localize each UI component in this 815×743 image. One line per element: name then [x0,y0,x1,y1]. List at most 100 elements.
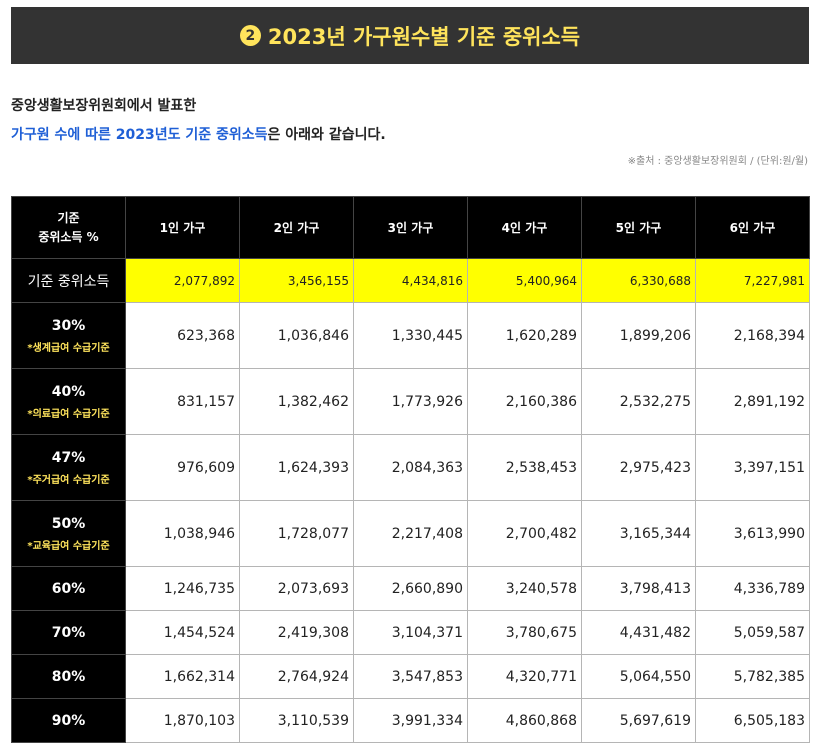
table-cell: 1,330,445 [353,302,468,369]
row-label: 47% *주거급여 수급기준 [11,434,126,501]
row-label: 70% [11,610,126,655]
table-cell: 3,104,371 [353,610,468,655]
table-cell: 2,975,423 [581,434,696,501]
row-percent: 40% [51,383,86,400]
table-row: 80% 1,662,314 2,764,924 3,547,853 4,320,… [11,654,810,699]
median-income-table: 기준 중위소득 % 1인 가구 2인 가구 3인 가구 4인 가구 5인 가구 … [11,196,810,743]
table-cell: 6,505,183 [695,698,810,743]
row-label: 기준 중위소득 [11,258,126,303]
table-cell: 5,782,385 [695,654,810,699]
table-cell: 3,240,578 [467,566,582,611]
row-percent: 80% [51,668,86,685]
table-cell: 4,434,816 [353,258,468,303]
row-percent: 70% [51,624,86,641]
row-label: 40% *의료급여 수급기준 [11,368,126,435]
table-cell: 3,780,675 [467,610,582,655]
table-cell: 3,798,413 [581,566,696,611]
row-note: *주거급여 수급기준 [27,474,110,486]
row-percent: 30% [51,317,86,334]
table-cell: 2,160,386 [467,368,582,435]
section-banner: 2 2023년 가구원수별 기준 중위소득 [11,7,809,64]
row-percent: 50% [51,515,86,532]
intro-line-2: 가구원 수에 따른 2023년도 기준 중위소득은 아래와 같습니다. [11,124,386,144]
table-row: 30% *생계급여 수급기준 623,368 1,036,846 1,330,44… [11,302,810,369]
row-label: 30% *생계급여 수급기준 [11,302,126,369]
row-note: *의료급여 수급기준 [27,408,110,420]
row-label: 60% [11,566,126,611]
corner-line-1: 기준 [57,210,80,225]
table-cell: 3,613,990 [695,500,810,567]
table-cell: 3,165,344 [581,500,696,567]
table-cell: 2,700,482 [467,500,582,567]
table-cell: 2,891,192 [695,368,810,435]
table-cell: 1,899,206 [581,302,696,369]
table-cell: 5,064,550 [581,654,696,699]
table-cell: 3,547,853 [353,654,468,699]
table-row: 50% *교육급여 수급기준 1,038,946 1,728,077 2,217,… [11,500,810,567]
table-cell: 2,660,890 [353,566,468,611]
table-cell: 6,330,688 [581,258,696,303]
table-cell: 7,227,981 [695,258,810,303]
table-cell: 1,038,946 [125,500,240,567]
table-row: 70% 1,454,524 2,419,308 3,104,371 3,780,… [11,610,810,655]
source-note: ※출처 : 중앙생활보장위원회 / (단위:원/월) [627,156,808,167]
table-cell: 4,336,789 [695,566,810,611]
table-cell: 1,382,462 [239,368,354,435]
table-cell: 4,320,771 [467,654,582,699]
row-percent: 47% [51,449,86,466]
column-header: 4인 가구 [467,196,582,259]
table-cell: 2,077,892 [125,258,240,303]
corner-header: 기준 중위소득 % [11,196,126,259]
row-label: 90% [11,698,126,743]
intro-highlight: 가구원 수에 따른 2023년도 기준 중위소득 [11,127,268,143]
table-cell: 5,697,619 [581,698,696,743]
table-cell: 1,624,393 [239,434,354,501]
table-cell: 4,860,868 [467,698,582,743]
table-cell: 1,728,077 [239,500,354,567]
column-header: 2인 가구 [239,196,354,259]
table-cell: 1,454,524 [125,610,240,655]
table-cell: 1,036,846 [239,302,354,369]
table-row: 40% *의료급여 수급기준 831,157 1,382,462 1,773,92… [11,368,810,435]
row-percent: 90% [51,712,86,729]
table-cell: 2,419,308 [239,610,354,655]
table-cell: 3,110,539 [239,698,354,743]
intro-line-1: 중앙생활보장위원회에서 발표한 [11,98,197,114]
table-row: 47% *주거급여 수급기준 976,609 1,624,393 2,084,36… [11,434,810,501]
row-note: *생계급여 수급기준 [27,342,110,354]
table-cell: 2,084,363 [353,434,468,501]
row-note: *교육급여 수급기준 [27,540,110,552]
table-cell: 623,368 [125,302,240,369]
table-header-row: 기준 중위소득 % 1인 가구 2인 가구 3인 가구 4인 가구 5인 가구 … [11,196,810,259]
table-cell: 5,059,587 [695,610,810,655]
column-header: 6인 가구 [695,196,810,259]
intro-rest: 은 아래와 같습니다. [267,127,386,143]
section-title: 2023년 가구원수별 기준 중위소득 [267,24,581,49]
table-cell: 2,532,275 [581,368,696,435]
column-header: 5인 가구 [581,196,696,259]
table-cell: 1,773,926 [353,368,468,435]
table-cell: 3,397,151 [695,434,810,501]
row-percent: 60% [51,580,86,597]
table-cell: 1,620,289 [467,302,582,369]
column-header: 1인 가구 [125,196,240,259]
column-header: 3인 가구 [353,196,468,259]
base-income-row: 기준 중위소득 2,077,892 3,456,155 4,434,816 5,… [11,258,810,303]
table-cell: 1,662,314 [125,654,240,699]
table-cell: 2,217,408 [353,500,468,567]
table-cell: 5,400,964 [467,258,582,303]
table-cell: 3,991,334 [353,698,468,743]
table-cell: 976,609 [125,434,240,501]
table-cell: 2,538,453 [467,434,582,501]
table-cell: 2,168,394 [695,302,810,369]
table-cell: 1,246,735 [125,566,240,611]
table-cell: 3,456,155 [239,258,354,303]
table-cell: 2,764,924 [239,654,354,699]
table-row: 90% 1,870,103 3,110,539 3,991,334 4,860,… [11,698,810,743]
table-cell: 831,157 [125,368,240,435]
row-label: 80% [11,654,126,699]
corner-line-2: 중위소득 % [38,229,99,244]
section-number-badge: 2 [239,25,261,46]
table-cell: 4,431,482 [581,610,696,655]
table-cell: 2,073,693 [239,566,354,611]
